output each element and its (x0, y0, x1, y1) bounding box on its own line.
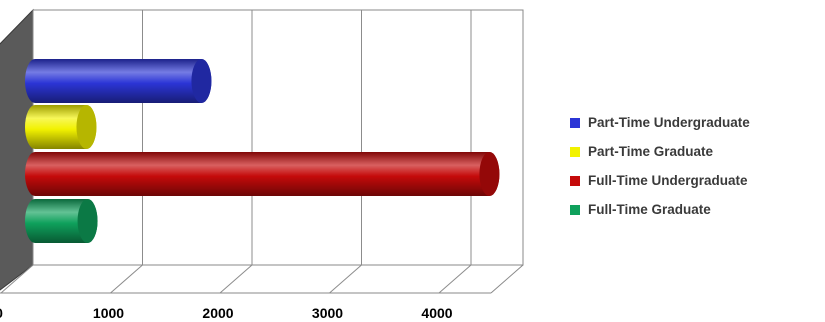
floor-gridline (219, 264, 253, 294)
bar-body-part-time-undergraduate (25, 59, 212, 103)
bar-cap-part-time-undergraduate (191, 59, 212, 103)
floor-gridline (438, 264, 472, 294)
x-tick-label: 4000 (421, 305, 452, 321)
x-tick-label: 3000 (312, 305, 343, 321)
legend-item-part-time-undergraduate: Part-Time Undergraduate (570, 108, 750, 137)
back-wall (32, 9, 524, 266)
legend-swatch-part-time-graduate (570, 146, 580, 157)
floor-gridline (329, 264, 362, 294)
x-tick-label: 2000 (202, 305, 233, 321)
bar-cap-full-time-undergraduate (479, 152, 500, 196)
legend: Part-Time Undergraduate Part-Time Gradua… (570, 108, 750, 224)
legend-label-full-time-undergraduate: Full-Time Undergraduate (588, 173, 748, 188)
floor-gridline (0, 264, 34, 294)
legend-label-part-time-graduate: Part-Time Graduate (588, 144, 714, 159)
bar-full-time-undergraduate (25, 152, 500, 196)
bar-part-time-graduate (25, 105, 97, 149)
legend-item-full-time-graduate: Full-Time Graduate (570, 195, 750, 224)
bar-body-full-time-undergraduate (25, 152, 500, 196)
legend-label-part-time-undergraduate: Part-Time Undergraduate (588, 115, 750, 130)
floor-right-edge (490, 264, 524, 294)
bar-cap-part-time-graduate (76, 105, 97, 149)
legend-item-full-time-undergraduate: Full-Time Undergraduate (570, 166, 750, 195)
bar-full-time-graduate (25, 199, 98, 243)
x-tick-label: 0 (0, 305, 3, 321)
x-axis-ticks: 0 1000 2000 3000 4000 (0, 305, 453, 321)
legend-swatch-part-time-undergraduate (570, 117, 580, 128)
bars (25, 59, 500, 243)
legend-item-part-time-graduate: Part-Time Graduate (570, 137, 750, 166)
bar-cap-full-time-graduate (77, 199, 98, 243)
legend-swatch-full-time-undergraduate (570, 175, 580, 186)
bar-part-time-undergraduate (25, 59, 212, 103)
legend-swatch-full-time-graduate (570, 204, 580, 215)
x-tick-label: 1000 (93, 305, 124, 321)
floor-gridline (110, 264, 143, 294)
chart-walls (0, 8, 524, 294)
legend-label-full-time-graduate: Full-Time Graduate (588, 202, 711, 217)
side-wall (0, 8, 34, 291)
gridlines (0, 10, 472, 294)
